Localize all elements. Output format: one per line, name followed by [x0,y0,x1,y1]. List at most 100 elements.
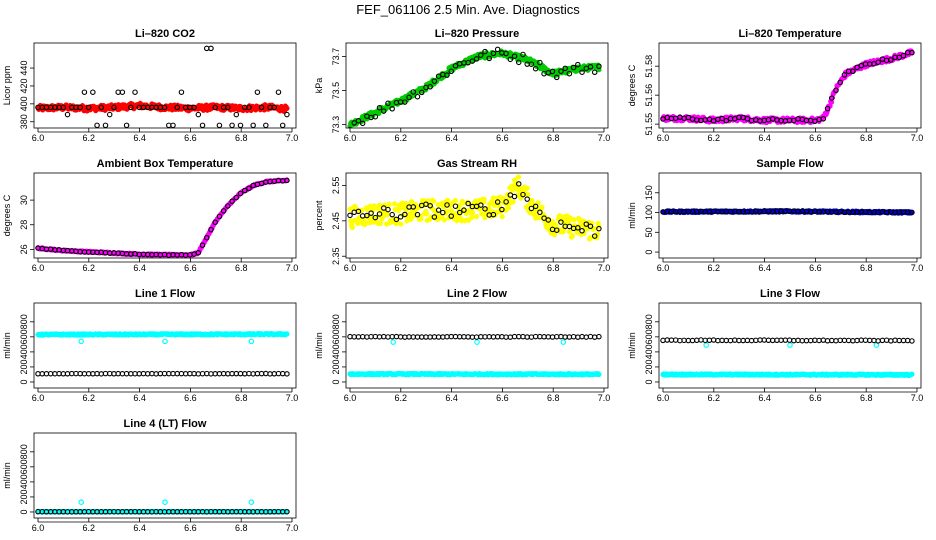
data-point [579,228,585,234]
y-axis-label: degrees C [2,194,12,236]
chart-title: Line 2 Flow [447,288,507,300]
x-tick-label: 6.6 [496,263,509,273]
data-point [829,95,835,101]
data-point [431,78,438,84]
data-point [284,508,290,515]
data-point [111,104,117,111]
data-point [560,339,567,345]
data-point [511,53,518,59]
x-tick-label: 7.0 [286,523,299,533]
data-point [461,207,467,213]
data-point [389,106,395,112]
data-point [516,181,522,187]
data-point [569,233,576,239]
x-tick-label: 6.4 [445,393,458,403]
chart-title: Line 4 (LT) Flow [124,418,207,430]
chart-title: Line 1 Flow [135,288,195,300]
data-point [161,104,168,111]
y-axis-label: ml/min [314,332,324,359]
x-tick-label: 6.6 [184,263,197,273]
data-point [237,190,244,197]
y-tick-label: 2.45 [331,212,341,230]
data-point [473,56,480,62]
data-point [408,199,415,205]
x-tick-label: 6.6 [496,133,509,143]
y-axis-label: ml/min [627,202,637,229]
data-points [35,177,290,258]
x-tick-label: 6.0 [32,133,45,143]
series-2-5-min-avg [347,46,602,128]
y-tick-label: 600 [19,329,29,344]
y-tick-label: 0 [644,379,654,384]
data-point [241,187,248,194]
data-point [81,89,88,95]
x-tick-label: 6.4 [758,133,771,143]
data-point [469,209,476,216]
data-point [284,111,290,118]
data-point [888,57,894,63]
series-2-5-min-avg [347,333,602,340]
y-tick-label: 440 [19,61,29,76]
data-point [191,104,197,111]
data-point [583,221,590,227]
x-tick-label: 6.8 [860,133,873,143]
y-axis-label: Licor ppm [2,66,12,106]
x-tick-label: 6.0 [32,523,45,533]
data-point [486,55,492,62]
data-point [452,197,458,204]
data-point [909,49,915,56]
chart-title: Li–820 Pressure [435,28,519,40]
data-point [596,225,602,232]
plot-frame [658,42,922,129]
data-point [444,72,450,78]
data-point [553,74,560,81]
x-tick-label: 7.0 [286,263,299,273]
data-point [507,56,514,63]
data-point [381,108,387,114]
data-point [195,249,202,256]
data-point [557,213,563,219]
y-tick-label: 800 [331,314,341,329]
data-point [162,499,168,506]
data-point [431,214,438,220]
data-point [410,204,417,210]
data-point [364,212,370,219]
x-tick-label: 6.8 [860,263,873,273]
data-point [254,89,261,95]
data-point [900,52,907,59]
page-title: FEF_061106 2.5 Min. Ave. Diagnostics [356,2,580,17]
x-tick-label: 6.0 [657,133,670,143]
data-point [460,200,466,206]
plot-frame [345,42,609,129]
data-point [575,61,581,68]
data-point [351,120,357,126]
data-point [444,202,450,208]
x-tick-label: 6.2 [708,263,721,273]
data-point [520,51,526,58]
x-tick-label: 7.0 [598,133,611,143]
data-point [558,68,564,74]
data-point [229,122,235,128]
chart-p3: Li–820 Temperature degrees C 6.0 6.2 6.4 6.6 6… [627,28,923,143]
data-point [263,122,269,128]
x-tick-label: 6.8 [547,393,560,403]
data-point [469,58,476,64]
data-point [229,198,235,204]
y-tick-label: 0 [331,379,341,384]
y-tick-label: 51.56 [644,84,654,107]
data-point [94,122,100,128]
plot-frame [345,172,609,259]
y-tick-label: 26 [19,244,29,254]
y-tick-label: 2.35 [331,247,341,265]
data-point [528,205,535,212]
data-point [376,104,383,111]
x-tick-label: 6.6 [184,393,197,403]
data-point [532,203,539,210]
data-points [347,333,602,378]
x-tick-label: 6.0 [657,263,670,273]
data-point [528,61,535,67]
plot-frame [33,42,297,129]
series-2-5-min-avg [347,181,602,239]
data-point [414,93,421,100]
data-point [418,89,425,96]
